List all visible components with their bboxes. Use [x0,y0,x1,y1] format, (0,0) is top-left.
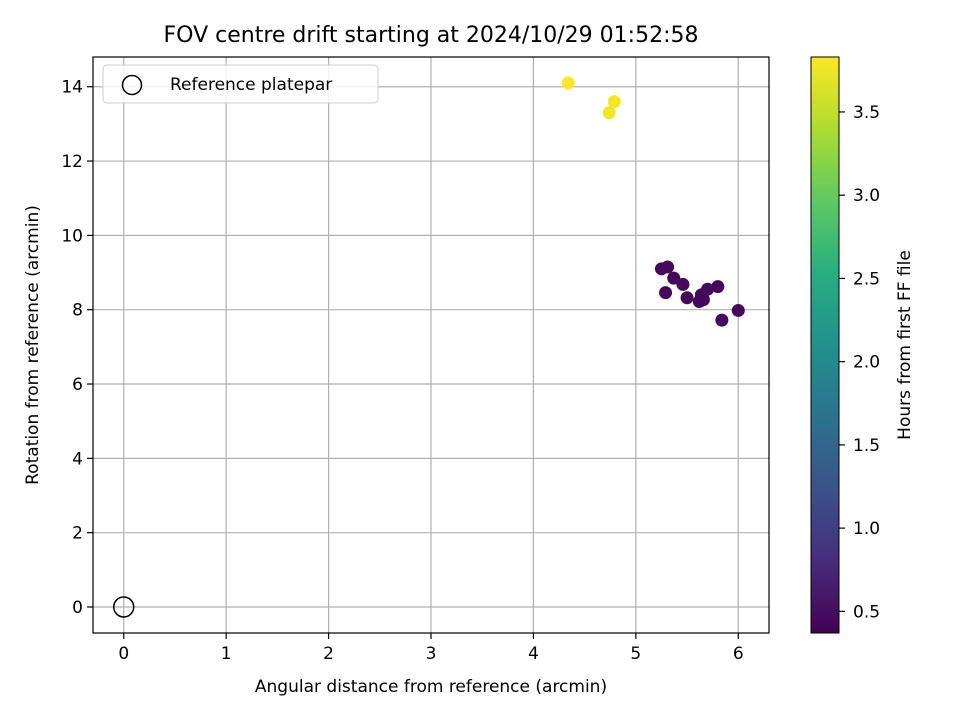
x-axis-label: Angular distance from reference (arcmin) [255,677,607,697]
data-point [659,286,673,300]
x-axis-ticks: 0 1 2 3 4 5 6 [118,633,744,664]
reference-marker [112,596,135,618]
data-point [676,277,690,291]
y-axis-ticks: 0 2 4 6 8 10 12 14 [61,78,93,618]
data-point [715,313,729,327]
colorbar-tick-label: 2.0 [853,353,880,373]
colorbar-tick-label: 2.5 [853,269,880,289]
legend-box [102,64,379,104]
data-point [711,280,725,294]
data-point [667,271,681,285]
reference-marker-group [112,596,135,618]
data-point [680,291,694,305]
data-point [607,95,621,109]
colorbar-gradient [810,56,840,634]
y-tick-label: 8 [72,301,83,321]
data-point [731,303,745,317]
y-tick-label: 2 [72,524,83,544]
chart-title: FOV centre drift starting at 2024/10/29 … [164,23,699,48]
colorbar-tick-label: 1.0 [853,519,880,539]
colorbar-label: Hours from first FF file [895,250,915,440]
x-tick-label: 4 [528,644,539,664]
legend-reference-marker [121,74,143,96]
y-tick-label: 12 [61,152,83,172]
legend: Reference platepar [102,64,379,104]
colorbar-tick-label: 0.5 [853,602,880,622]
x-tick-label: 0 [118,644,129,664]
data-point [602,106,616,120]
colorbar: 0.5 1.0 1.5 2.0 2.5 3.0 3.5 Hours from first F… [810,56,915,634]
data-point [561,76,575,90]
data-point [701,282,715,296]
y-tick-label: 4 [72,449,83,469]
grid [93,57,769,633]
colorbar-tick-label: 3.0 [853,186,880,206]
y-tick-label: 10 [61,226,83,246]
colorbar-tick-label: 1.5 [853,436,880,456]
y-tick-label: 14 [61,78,83,98]
x-tick-label: 6 [733,644,744,664]
y-tick-label: 0 [72,598,83,618]
colorbar-ticks: 0.5 1.0 1.5 2.0 2.5 3.0 3.5 [839,103,880,622]
y-tick-label: 6 [72,375,83,395]
colorbar-tick-label: 3.5 [853,103,880,123]
legend-label: Reference platepar [170,75,332,95]
x-tick-label: 1 [221,644,232,664]
x-tick-label: 2 [323,644,334,664]
y-axis-label: Rotation from reference (arcmin) [23,205,43,485]
x-tick-label: 3 [426,644,437,664]
data-point [661,260,675,274]
data-points [561,76,745,327]
x-tick-label: 5 [630,644,641,664]
